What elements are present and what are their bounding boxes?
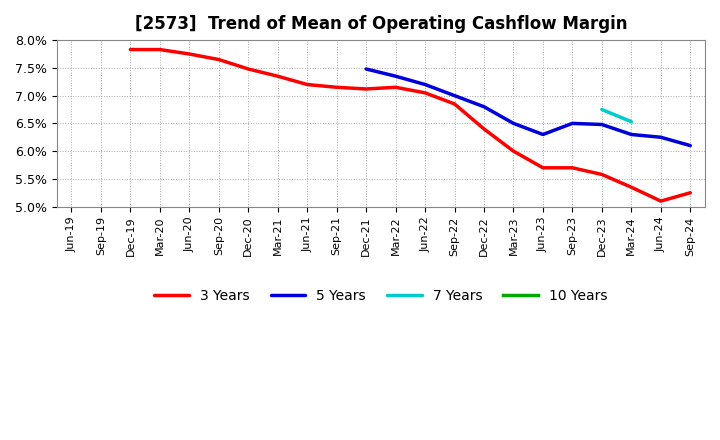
5 Years <box>686 143 695 148</box>
3 Years <box>480 126 488 132</box>
3 Years <box>215 57 223 62</box>
5 Years <box>568 121 577 126</box>
3 Years <box>627 184 636 190</box>
Line: 7 Years: 7 Years <box>602 110 631 122</box>
5 Years <box>509 121 518 126</box>
3 Years <box>244 66 253 72</box>
5 Years <box>657 135 665 140</box>
7 Years <box>598 107 606 112</box>
3 Years <box>156 47 164 52</box>
3 Years <box>420 90 429 95</box>
5 Years <box>450 93 459 98</box>
5 Years <box>362 66 371 72</box>
Title: [2573]  Trend of Mean of Operating Cashflow Margin: [2573] Trend of Mean of Operating Cashfl… <box>135 15 627 33</box>
3 Years <box>598 172 606 177</box>
5 Years <box>480 104 488 110</box>
5 Years <box>539 132 547 137</box>
7 Years <box>627 119 636 125</box>
5 Years <box>598 122 606 127</box>
3 Years <box>126 47 135 52</box>
5 Years <box>627 132 636 137</box>
3 Years <box>185 51 194 57</box>
Legend: 3 Years, 5 Years, 7 Years, 10 Years: 3 Years, 5 Years, 7 Years, 10 Years <box>149 283 613 308</box>
5 Years <box>420 82 429 87</box>
3 Years <box>568 165 577 170</box>
3 Years <box>303 82 312 87</box>
3 Years <box>509 148 518 154</box>
3 Years <box>450 101 459 106</box>
3 Years <box>333 84 341 90</box>
3 Years <box>657 198 665 204</box>
3 Years <box>686 190 695 195</box>
3 Years <box>274 73 282 79</box>
5 Years <box>391 73 400 79</box>
3 Years <box>391 84 400 90</box>
Line: 3 Years: 3 Years <box>130 50 690 201</box>
3 Years <box>362 86 371 92</box>
Line: 5 Years: 5 Years <box>366 69 690 146</box>
3 Years <box>539 165 547 170</box>
